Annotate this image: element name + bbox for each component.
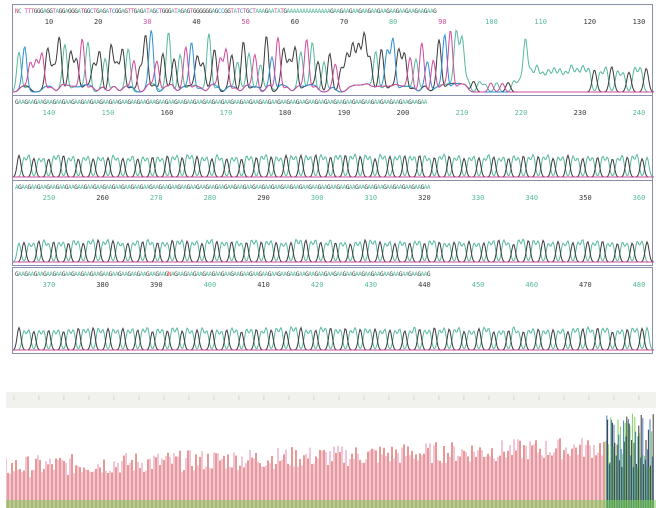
overview-trace (6, 413, 656, 508)
position-tick: 20 (93, 18, 103, 26)
overview-ruler-tick: | (412, 395, 416, 400)
position-tick: 150 (101, 109, 115, 117)
overview-ruler-tick: | (212, 395, 216, 400)
position-tick: 50 (241, 18, 250, 26)
position-ticks: 140 150 160 170 180 190 200 210 220 230 240 (13, 109, 654, 119)
chromatogram-trace (13, 152, 654, 178)
overview-ruler-tick: | (312, 395, 316, 400)
position-tick: 60 (290, 18, 300, 26)
overview-ruler-tick: | (37, 395, 41, 400)
position-tick: 470 (579, 281, 592, 289)
trace-series-a (13, 325, 654, 351)
position-tick: 90 (438, 18, 447, 26)
overview-ruler-tick: | (237, 395, 241, 400)
position-tick: 240 (632, 109, 646, 117)
position-tick: 30 (143, 18, 152, 26)
position-ticks: 10 20 30 40 50 60 70 80 90 100 110 120 130 (13, 18, 654, 28)
trace-panel-4: GAAGAAGAAGAAGAAGAAGAAGAAGAAGAAGAAGAAGAAG… (12, 267, 654, 354)
position-tick: 320 (418, 194, 431, 202)
position-tick: 460 (525, 281, 539, 289)
overview-ruler-tick: | (437, 395, 441, 400)
overview-ruler-tick: | (87, 395, 91, 400)
base-calls: NC TTTGGGAGGTAGGAGGGATGGCTGAGATCGGAGTTGA… (15, 8, 437, 15)
overview-ruler-tick: | (262, 395, 266, 400)
chromatogram-trace (13, 325, 654, 351)
overview-ruler-tick: | (562, 395, 566, 400)
overview-ruler-tick: | (537, 395, 541, 400)
position-tick: 360 (632, 194, 646, 202)
position-tick: 410 (257, 281, 270, 289)
overview-ruler-tick: | (162, 395, 166, 400)
overview-ruler-tick: | (587, 395, 591, 400)
chromatogram-trace (13, 29, 654, 93)
overview-ruler-tick: | (112, 395, 116, 400)
position-tick: 350 (579, 194, 592, 202)
overview-ruler-tick: | (137, 395, 141, 400)
position-tick: 480 (632, 281, 646, 289)
position-tick: 340 (525, 194, 539, 202)
position-tick: 140 (42, 109, 56, 117)
overview-ruler-tick: | (612, 395, 616, 400)
overview-ruler-tick: | (362, 395, 366, 400)
position-tick: 330 (471, 194, 485, 202)
position-tick: 440 (418, 281, 431, 289)
position-tick: 10 (44, 18, 54, 26)
position-tick: 180 (278, 109, 292, 117)
base-calls: GAAGAAGAAGAAGAAGAAGAAGAAGAAGAAGAAGAAGAAG… (15, 99, 427, 106)
position-tick: 220 (514, 109, 528, 117)
position-tick: 300 (310, 194, 324, 202)
position-tick: 40 (192, 18, 201, 26)
position-tick: 400 (203, 281, 217, 289)
overview-baseline (6, 500, 656, 508)
position-tick: 430 (364, 281, 378, 289)
overview-ruler-tick: | (637, 395, 641, 400)
overview-ruler: | | | | | | | | | | | | | | | | | | | | | | | | | | (6, 392, 656, 408)
position-tick: 120 (583, 18, 597, 26)
trace-panel-3: AGAAGAAGAAGAAGAAGAAGAAGAAGAAGAAGAAGAAGAA… (12, 180, 654, 266)
overview-ruler-tick: | (187, 395, 191, 400)
trace-panel-1: NC TTTGGGAGGTAGGAGGGATGGCTGAGATCGGAGTTGA… (12, 4, 654, 96)
position-tick: 260 (96, 194, 109, 202)
position-tick: 450 (471, 281, 485, 289)
position-tick: 290 (257, 194, 270, 202)
position-tick: 370 (42, 281, 56, 289)
position-tick: 280 (203, 194, 217, 202)
position-tick: 110 (534, 18, 547, 26)
overview-ruler-tick: | (287, 395, 291, 400)
position-tick: 160 (160, 109, 174, 117)
position-tick: 250 (42, 194, 56, 202)
trace-panel-2: GAAGAAGAAGAAGAAGAAGAAGAAGAAGAAGAAGAAGAAG… (12, 95, 654, 181)
trace-series-a (13, 152, 654, 178)
overview-trace-panel: | | | | | | | | | | | | | | | | | | | | | | | | | | (6, 392, 656, 508)
overview-ruler-tick: | (12, 395, 16, 400)
position-tick: 230 (573, 109, 587, 117)
position-tick: 420 (310, 281, 324, 289)
overview-ruler-tick: | (487, 395, 491, 400)
trace-series-a (13, 238, 654, 263)
position-tick: 310 (364, 194, 378, 202)
overview-ruler-tick: | (337, 395, 341, 400)
base-calls: GAAGAAGAAGAAGAAGAAGAAGAAGAAGAAGAAGAAGAAG… (15, 271, 430, 278)
base-calls: AGAAGAAGAAGAAGAAGAAGAAGAAGAAGAAGAAGAAGAA… (15, 184, 430, 191)
position-tick: 100 (485, 18, 498, 26)
overview-ruler-tick: | (387, 395, 391, 400)
overview-ruler-tick: | (462, 395, 466, 400)
position-tick: 390 (149, 281, 163, 289)
position-tick: 170 (219, 109, 233, 117)
position-ticks: 370 380 390 400 410 420 430 440 450 460 470 480 (13, 281, 654, 291)
overview-ruler-tick: | (62, 395, 66, 400)
position-tick: 270 (149, 194, 163, 202)
position-tick: 190 (337, 109, 351, 117)
position-tick: 210 (455, 109, 469, 117)
chromatogram-trace (13, 238, 654, 263)
position-tick: 80 (388, 18, 398, 26)
position-tick: 70 (339, 18, 349, 26)
position-tick: 130 (632, 18, 646, 26)
position-tick: 200 (396, 109, 410, 117)
trace-series-t (13, 30, 654, 93)
position-tick: 380 (96, 281, 109, 289)
position-ticks: 250 260 270 280 290 300 310 320 330 340 350 360 (13, 194, 654, 204)
overview-ruler-tick: | (512, 395, 516, 400)
